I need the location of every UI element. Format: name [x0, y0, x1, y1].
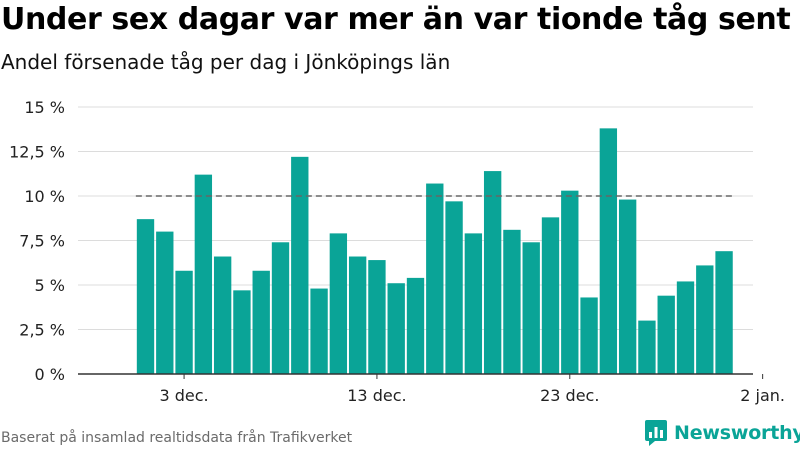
- bar: [445, 201, 463, 374]
- bar: [368, 260, 386, 374]
- bar: [426, 183, 444, 374]
- bar: [329, 233, 348, 374]
- bar: [599, 128, 618, 374]
- bar: [271, 242, 290, 374]
- brand-name: Newsworthy: [674, 422, 800, 444]
- x-tick-label: 13 dec.: [347, 386, 406, 405]
- bar: [541, 217, 560, 374]
- y-tick-label: 5 %: [35, 276, 65, 295]
- bar: [175, 270, 193, 374]
- y-tick-label: 2,5 %: [19, 321, 65, 340]
- bar: [387, 283, 405, 374]
- bar: [638, 320, 656, 374]
- bar: [483, 171, 502, 374]
- bar: [657, 295, 675, 374]
- y-tick-label: 12,5 %: [9, 143, 65, 162]
- bar: [348, 256, 367, 374]
- bar: [136, 219, 155, 374]
- bar: [464, 233, 483, 374]
- source-note: Baserat på insamlad realtidsdata från Tr…: [1, 430, 353, 446]
- bar: [406, 277, 425, 374]
- bar: [696, 265, 714, 374]
- y-tick-label: 15 %: [24, 98, 65, 117]
- bars: [136, 128, 733, 374]
- bar: [715, 251, 733, 374]
- x-tick-label: 23 dec.: [540, 386, 599, 405]
- y-tick-label: 0 %: [35, 365, 65, 384]
- bar: [522, 242, 540, 374]
- brand-logo[interactable]: Newsworthy: [644, 418, 800, 448]
- bar-chart: 0 % 2,5 % 5 % 7,5 % 10 % 12,5 % 15 % 3 dec. 13 …: [9, 98, 785, 405]
- bar: [618, 199, 637, 374]
- bar: [233, 290, 251, 374]
- bar: [194, 174, 213, 374]
- bar: [252, 270, 270, 374]
- bar: [561, 190, 579, 374]
- bar: [580, 297, 598, 374]
- y-tick-label: 10 %: [24, 187, 65, 206]
- newsworthy-logo-icon: [645, 420, 667, 446]
- x-tick-label: 3 dec.: [159, 386, 208, 405]
- bar: [291, 156, 309, 374]
- chart-subtitle: Andel försenade tåg per dag i Jönköpings…: [1, 50, 451, 74]
- bar: [213, 256, 232, 374]
- x-tick-label: 2 jan.: [740, 386, 785, 405]
- bar: [310, 288, 328, 374]
- chart-title: Under sex dagar var mer än var tionde tå…: [1, 2, 791, 37]
- bar: [156, 231, 174, 374]
- bar: [503, 229, 521, 374]
- y-axis-tick-labels: 0 % 2,5 % 5 % 7,5 % 10 % 12,5 % 15 %: [9, 98, 65, 384]
- bar: [676, 281, 695, 374]
- x-axis-tick-labels: 3 dec. 13 dec. 23 dec. 2 jan.: [159, 374, 785, 405]
- y-tick-label: 7,5 %: [19, 232, 65, 251]
